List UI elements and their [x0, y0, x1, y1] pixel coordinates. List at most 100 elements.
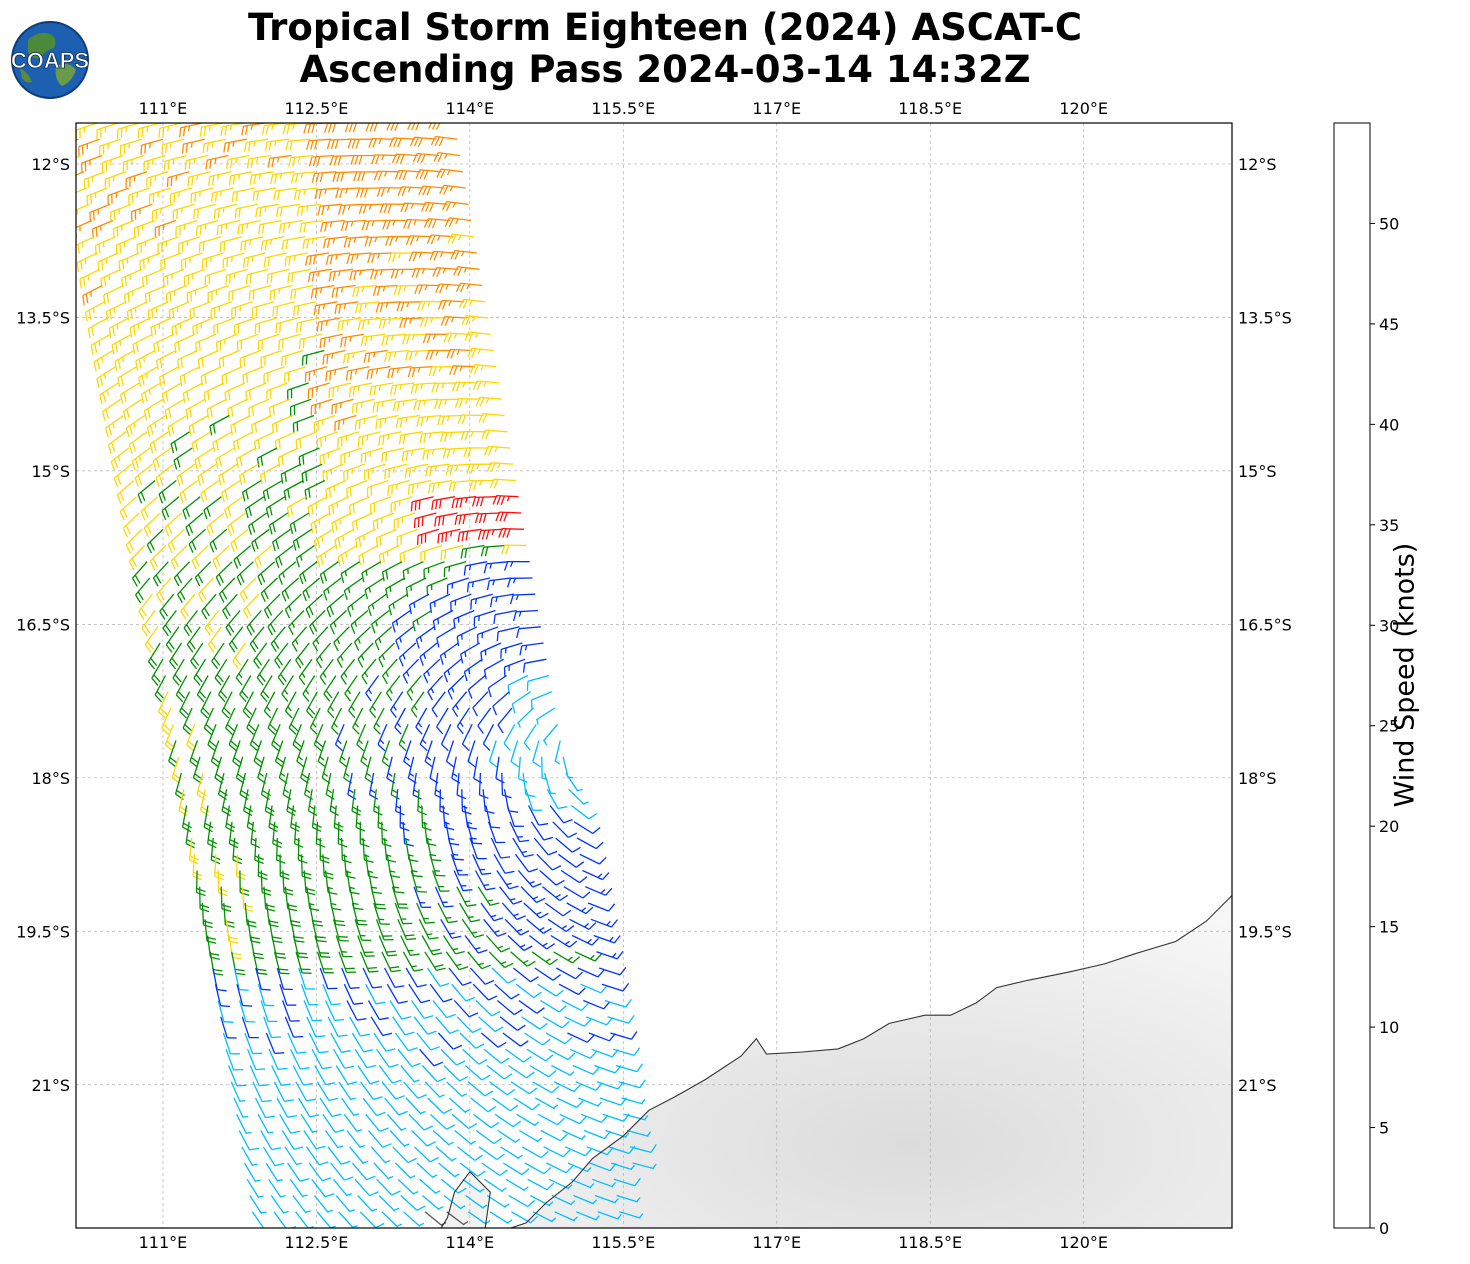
- wind-barb: [405, 837, 419, 863]
- wind-barb: [281, 349, 304, 367]
- wind-barb: [346, 1130, 366, 1149]
- wind-barb: [431, 870, 450, 892]
- wind-barb: [270, 171, 295, 185]
- wind-barb: [427, 1097, 453, 1114]
- wind-barb: [228, 626, 244, 653]
- wind-barb: [434, 512, 458, 527]
- wind-barb: [428, 479, 453, 494]
- wind-barb: [439, 431, 466, 443]
- wind-barb: [411, 267, 438, 278]
- wind-barb: [362, 837, 374, 864]
- wind-barb: [389, 1130, 410, 1148]
- wind-barb: [215, 333, 238, 352]
- wind-barb: [306, 691, 318, 719]
- wind-barb: [315, 642, 332, 669]
- axis-ticks: 111°E 111°E 112.5°E 112.5°E 114°E 114°E 115.5°…: [16, 99, 1292, 1252]
- wind-barb: [157, 691, 169, 719]
- wind-barb: [565, 772, 583, 792]
- wind-barb: [492, 494, 519, 506]
- wind-barb: [252, 1081, 272, 1103]
- wind-barb: [486, 1064, 513, 1080]
- wind-barb: [101, 154, 124, 173]
- wind-barb: [399, 317, 425, 328]
- wind-barb: [491, 1097, 519, 1112]
- wind-barb: [232, 740, 242, 768]
- wind-barb: [302, 236, 327, 250]
- wind-barb: [331, 284, 356, 298]
- wind-barb: [243, 252, 266, 268]
- wind-barb: [238, 1130, 260, 1151]
- wind-barb: [290, 284, 314, 300]
- lat-tick-label-left: 21°S: [31, 1076, 70, 1095]
- wind-barb: [349, 1016, 370, 1037]
- wind-barb: [157, 236, 180, 254]
- wind-barb: [410, 496, 434, 512]
- wind-barb: [384, 1097, 408, 1116]
- wind-barb: [475, 1129, 503, 1145]
- wind-barb: [234, 203, 258, 219]
- wind-barb: [604, 999, 632, 1008]
- wind-barb: [613, 1177, 641, 1187]
- wind-barb: [526, 1048, 554, 1062]
- wind-barb: [144, 626, 159, 653]
- wind-barb: [281, 1000, 300, 1022]
- wind-barb: [386, 854, 401, 879]
- wind-barb: [472, 380, 500, 391]
- wind-barb: [304, 479, 326, 500]
- wind-barb: [484, 1178, 507, 1193]
- wind-barb: [103, 284, 124, 305]
- wind-barb: [394, 1162, 416, 1179]
- wind-barb: [119, 138, 142, 156]
- wind-barb: [402, 658, 419, 684]
- wind-barb: [161, 707, 172, 735]
- wind-barb: [289, 512, 310, 534]
- wind-barb: [453, 1000, 479, 1018]
- wind-barb: [99, 138, 121, 156]
- wind-barb: [475, 1000, 501, 1017]
- wind-barb: [361, 561, 382, 583]
- lat-tick-label-right: 21°S: [1238, 1076, 1277, 1095]
- wind-barb: [505, 1178, 529, 1192]
- wind-barb: [99, 382, 119, 405]
- wind-barb: [375, 414, 399, 430]
- wind-barb: [423, 218, 451, 229]
- wind-barb: [197, 463, 217, 486]
- wind-barb: [511, 691, 531, 714]
- lat-tick-label-right: 16.5°S: [1238, 615, 1292, 634]
- wind-barb: [392, 1016, 415, 1036]
- land-area: [441, 895, 1232, 1228]
- wind-barb: [410, 870, 427, 893]
- wind-barb: [218, 349, 240, 369]
- wind-barb: [170, 431, 190, 454]
- wind-barb: [396, 301, 422, 312]
- wind-barb: [436, 168, 463, 179]
- wind-barb: [274, 740, 285, 768]
- wind-barb: [147, 301, 169, 321]
- wind-barb: [389, 1000, 412, 1020]
- wind-barb: [289, 1178, 308, 1198]
- wind-barb: [404, 463, 429, 478]
- wind-barb: [526, 918, 552, 934]
- wind-barb: [542, 886, 568, 902]
- wind-barb: [240, 236, 264, 252]
- wind-barb: [194, 447, 214, 470]
- wind-barb: [222, 593, 238, 620]
- wind-barb: [185, 724, 196, 752]
- wind-barb: [514, 853, 538, 873]
- wind-barb: [487, 674, 507, 698]
- wind-barb: [307, 382, 330, 399]
- wind-barb: [222, 1032, 240, 1055]
- wind-barb: [393, 284, 420, 296]
- wind-barb: [590, 918, 619, 928]
- wind-barb: [131, 561, 148, 587]
- wind-barb: [416, 414, 442, 427]
- wind-barb: [227, 398, 249, 419]
- wind-barb: [251, 301, 275, 318]
- wind-barb: [361, 658, 377, 685]
- wind-barb: [465, 1194, 488, 1209]
- wind-barb: [322, 236, 348, 249]
- wind-barb: [287, 1032, 307, 1054]
- wind-barb: [456, 626, 478, 646]
- wind-barb: [450, 593, 472, 612]
- wind-barb: [310, 512, 331, 534]
